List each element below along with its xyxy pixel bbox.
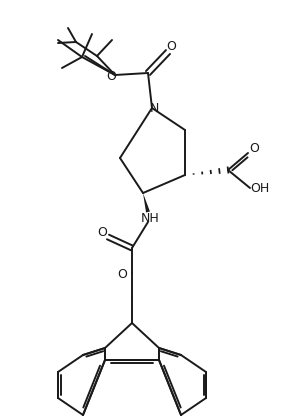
Text: NH: NH (141, 212, 159, 224)
Text: O: O (117, 268, 127, 281)
Text: N: N (149, 102, 159, 115)
Text: OH: OH (250, 181, 270, 194)
Polygon shape (143, 193, 150, 212)
Text: O: O (106, 71, 116, 84)
Text: O: O (249, 143, 259, 155)
Text: O: O (166, 39, 176, 53)
Text: O: O (97, 225, 107, 239)
